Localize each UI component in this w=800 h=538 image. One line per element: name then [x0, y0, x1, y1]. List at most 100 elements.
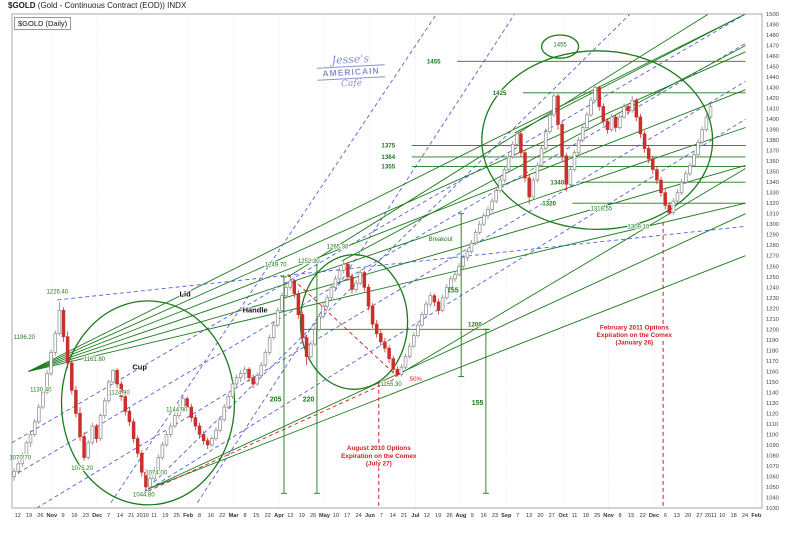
svg-text:Jun: Jun [365, 513, 376, 519]
svg-text:1124.90: 1124.90 [108, 391, 130, 397]
svg-text:22: 22 [265, 513, 271, 519]
svg-text:19: 19 [299, 513, 305, 519]
svg-text:12: 12 [424, 513, 430, 519]
svg-text:Expiration on the Comex: Expiration on the Comex [597, 332, 673, 339]
svg-text:17: 17 [344, 513, 350, 519]
svg-text:1410: 1410 [766, 107, 779, 113]
svg-text:May: May [319, 513, 331, 519]
svg-text:1030: 1030 [766, 506, 779, 512]
svg-text:22: 22 [219, 513, 225, 519]
svg-text:1320: 1320 [542, 200, 556, 207]
svg-text:1249.70: 1249.70 [265, 262, 287, 268]
svg-text:Mar: Mar [229, 513, 240, 519]
svg-text:Dec: Dec [92, 513, 102, 519]
svg-text:1040: 1040 [766, 496, 779, 502]
svg-text:1200: 1200 [766, 327, 779, 333]
svg-text:1470: 1470 [766, 44, 779, 50]
svg-text:1044.80: 1044.80 [133, 492, 155, 498]
svg-text:220: 220 [303, 397, 315, 404]
svg-text:25: 25 [594, 513, 600, 519]
svg-text:8: 8 [243, 513, 246, 519]
svg-text:155: 155 [447, 287, 459, 294]
svg-text:1400: 1400 [766, 117, 779, 123]
svg-text:Expiration on the Comex: Expiration on the Comex [341, 453, 417, 460]
chart-title: (Gold - Continuous Contract (EOD)) INDX [35, 1, 187, 10]
chart-legend-chip: $GOLD (Daily) [14, 17, 72, 30]
svg-text:7: 7 [107, 513, 110, 519]
svg-text:19: 19 [162, 513, 168, 519]
svg-text:18: 18 [730, 513, 736, 519]
svg-text:16: 16 [480, 513, 486, 519]
svg-text:1110: 1110 [766, 422, 778, 428]
svg-text:(January 26): (January 26) [615, 340, 653, 347]
svg-text:10: 10 [333, 513, 339, 519]
svg-text:14: 14 [390, 513, 396, 519]
svg-text:1390: 1390 [766, 128, 779, 134]
svg-text:1440: 1440 [766, 75, 779, 81]
svg-text:1070: 1070 [766, 464, 779, 470]
svg-text:13: 13 [526, 513, 532, 519]
svg-text:7: 7 [516, 513, 519, 519]
month-gridlines [51, 14, 757, 508]
svg-text:26: 26 [310, 513, 316, 519]
svg-text:23: 23 [492, 513, 498, 519]
svg-text:1290: 1290 [766, 233, 779, 239]
svg-text:19: 19 [435, 513, 441, 519]
svg-text:Handle: Handle [243, 306, 268, 315]
svg-text:Oct: Oct [558, 513, 567, 519]
svg-text:1318.55: 1318.55 [590, 207, 612, 213]
svg-text:11: 11 [151, 513, 157, 519]
svg-text:26: 26 [446, 513, 452, 519]
svg-text:24: 24 [742, 513, 748, 519]
svg-text:1226.40: 1226.40 [46, 290, 68, 296]
svg-text:1155.30: 1155.30 [380, 382, 402, 388]
svg-text:1320: 1320 [766, 201, 779, 207]
svg-text:13: 13 [674, 513, 680, 519]
svg-text:1220: 1220 [766, 306, 779, 312]
svg-text:1340: 1340 [550, 179, 564, 186]
svg-text:1150: 1150 [766, 380, 778, 386]
svg-text:1300: 1300 [766, 222, 779, 228]
svg-text:1080: 1080 [766, 453, 779, 459]
svg-text:23: 23 [83, 513, 89, 519]
svg-text:1252.30: 1252.30 [298, 259, 320, 265]
svg-text:1480: 1480 [766, 33, 779, 39]
svg-text:1070.70: 1070.70 [9, 456, 31, 462]
svg-text:1140: 1140 [766, 390, 778, 396]
svg-text:Apr: Apr [274, 513, 284, 519]
svg-text:Breakout: Breakout [429, 237, 453, 243]
pattern-ellipses [60, 34, 714, 506]
svg-text:1500: 1500 [766, 12, 779, 18]
svg-text:8: 8 [198, 513, 201, 519]
svg-text:16: 16 [71, 513, 77, 519]
svg-text:1270: 1270 [766, 254, 779, 260]
svg-text:1360: 1360 [766, 159, 779, 165]
svg-text:1340: 1340 [766, 180, 779, 186]
svg-text:9: 9 [62, 513, 65, 519]
svg-text:1380: 1380 [766, 138, 779, 144]
svg-text:9: 9 [471, 513, 474, 519]
svg-text:Lid: Lid [179, 290, 191, 299]
svg-text:1090: 1090 [766, 443, 779, 449]
svg-text:1265.30: 1265.30 [327, 244, 349, 250]
plot-frame [11, 13, 763, 509]
svg-text:15: 15 [628, 513, 634, 519]
svg-text:1350: 1350 [766, 170, 779, 176]
svg-text:7: 7 [380, 513, 383, 519]
svg-text:24: 24 [355, 513, 361, 519]
svg-text:Feb: Feb [751, 513, 762, 519]
svg-text:(July 27): (July 27) [366, 460, 392, 467]
svg-text:1460: 1460 [766, 54, 779, 60]
measure-brackets: 205 220 155 155 [270, 213, 489, 494]
svg-text:August 2010 Options: August 2010 Options [347, 445, 411, 452]
svg-text:Feb: Feb [183, 513, 194, 519]
svg-text:12: 12 [287, 513, 293, 519]
svg-text:1250: 1250 [766, 275, 779, 281]
svg-text:1450: 1450 [766, 65, 779, 71]
svg-text:1170: 1170 [766, 359, 778, 365]
candlesticks [12, 84, 713, 493]
svg-text:1425: 1425 [493, 90, 507, 97]
svg-text:1370: 1370 [766, 149, 779, 155]
svg-text:1075.20: 1075.20 [71, 466, 93, 472]
